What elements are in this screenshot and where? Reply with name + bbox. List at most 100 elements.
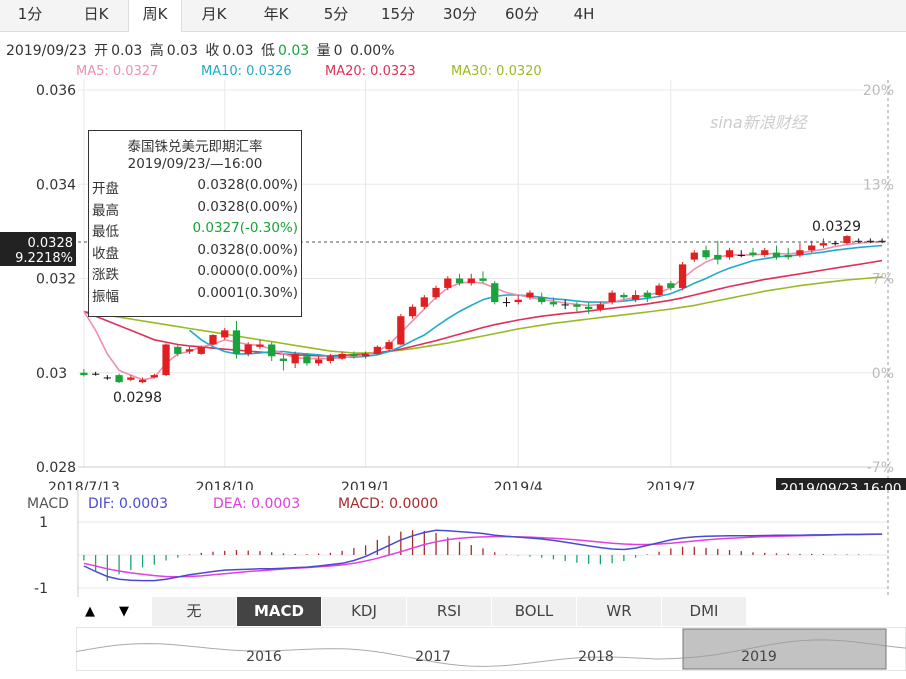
pct-tick-label: -7% <box>867 460 894 476</box>
scroll-down-button[interactable]: ▼ <box>119 604 129 619</box>
x-tick-label: 2019/7 <box>646 480 695 490</box>
tab-1[interactable]: 日K <box>83 5 109 23</box>
tooltip-key: 收盘 <box>92 245 119 262</box>
overview-navigator[interactable]: 2016 2017 2018 2019 <box>76 627 906 671</box>
cursor-time-box <box>776 478 906 490</box>
candle-body <box>526 292 534 298</box>
candle-body <box>725 250 734 258</box>
cursor-price-box <box>0 232 76 266</box>
min-annotation: 0.0298 <box>113 390 162 406</box>
x-tick-label: 2018/10 <box>196 480 254 490</box>
tab-6[interactable]: 15分 <box>380 5 416 23</box>
candle-body <box>397 316 405 345</box>
candle-body <box>479 278 487 281</box>
candle-body <box>185 349 194 352</box>
candle-body <box>831 243 839 245</box>
candle-body <box>667 283 675 288</box>
ma10-line <box>188 244 883 358</box>
candle-body <box>843 236 851 244</box>
tooltip-key: 振幅 <box>92 288 119 305</box>
candle-body <box>408 306 417 317</box>
y-tick-label: 0.032 <box>36 272 76 288</box>
indicator-bar: ▲ ▼ 无 MACD KDJ RSI BOLL WR DMI <box>76 597 906 627</box>
tab-7[interactable]: 30分 <box>442 5 478 23</box>
candle-body <box>197 346 205 354</box>
tooltip-value: 0.0327(-0.30%) <box>192 220 298 237</box>
sina-watermark-logo: sina新浪财经 <box>710 113 809 132</box>
overview-selection-window <box>682 628 887 670</box>
tooltip-row: 开盘 0.0328(0.00%) <box>89 177 301 199</box>
overview-year-label: 2017 <box>415 649 451 665</box>
tooltip-row: 最低 0.0327(-0.30%) <box>89 220 301 242</box>
info-close-label: 收 <box>205 43 220 59</box>
tooltip-row: 最高 0.0328(0.00%) <box>89 199 301 221</box>
overview-year-label: 2016 <box>246 649 282 665</box>
info-high: 0.03 <box>166 43 198 59</box>
candle-body <box>174 346 182 354</box>
candle-body <box>808 245 816 251</box>
tooltip-datetime: 2019/09/23/—16:00 <box>127 156 263 172</box>
tooltip-value: 0.0000(0.00%) <box>197 263 298 280</box>
candle-body <box>127 377 135 380</box>
macd-chart[interactable]: MACD DIF: 0.0003 DEA: 0.0003 MACD: 0.0000 1 -… <box>0 490 906 597</box>
indicator-button-无[interactable]: 无 <box>152 597 237 626</box>
candle-body <box>714 254 722 260</box>
candle-body <box>326 356 335 361</box>
tooltip-row: 涨跌 0.0000(0.00%) <box>89 263 301 285</box>
info-low: 0.03 <box>278 43 310 59</box>
tab-0[interactable]: 1分 <box>17 5 43 23</box>
cursor-pct: 9.2218% <box>15 251 73 266</box>
candle-body <box>315 359 323 364</box>
tooltip-row: 收盘 0.0328(0.00%) <box>89 242 301 264</box>
candle-body <box>538 297 546 303</box>
indicator-button-macd[interactable]: MACD <box>237 597 322 626</box>
indicator-button-rsi[interactable]: RSI <box>407 597 492 626</box>
indicator-button-kdj[interactable]: KDJ <box>322 597 407 626</box>
candle-body <box>549 302 558 305</box>
tab-3[interactable]: 月K <box>201 5 227 23</box>
candle-body <box>678 264 687 288</box>
tooltip-row: 振幅 0.0001(0.30%) <box>89 285 301 307</box>
candle-body <box>444 278 452 288</box>
candle-body <box>350 353 358 357</box>
tab-5[interactable]: 5分 <box>323 5 349 23</box>
candle-body <box>268 344 276 357</box>
candle-body <box>620 294 628 298</box>
candle-body <box>91 373 100 375</box>
candle-body <box>303 356 311 364</box>
candle-body <box>432 287 440 298</box>
info-open: 0.03 <box>111 43 143 59</box>
ma30-line <box>83 276 883 354</box>
tab-2[interactable]: 周K <box>128 0 182 32</box>
indicator-button-wr[interactable]: WR <box>577 597 662 626</box>
candle-body <box>244 344 252 354</box>
tooltip-value: 0.0328(0.00%) <box>197 241 298 258</box>
tooltip-key: 最低 <box>92 224 119 241</box>
tab-4[interactable]: 年K <box>263 5 289 23</box>
candle-body <box>573 304 581 307</box>
indicator-button-boll[interactable]: BOLL <box>492 597 577 626</box>
macd-dif: DIF: 0.0003 <box>88 496 168 512</box>
tooltip-title: 泰国铢兑美元即期汇率 <box>127 139 263 155</box>
candle-body <box>221 330 229 338</box>
candle-body <box>491 283 499 303</box>
candle-body <box>690 252 698 260</box>
candle-body <box>150 375 158 378</box>
tab-9[interactable]: 4H <box>573 5 595 23</box>
indicator-button-dmi[interactable]: DMI <box>662 597 747 626</box>
tooltip-value: 0.0328(0.00%) <box>197 177 298 193</box>
pct-tick-label: 13% <box>863 177 894 193</box>
tab-8[interactable]: 60分 <box>504 5 540 23</box>
pct-tick-label: 7% <box>872 272 894 288</box>
macd-tick: 1 <box>39 515 48 531</box>
macd-value: MACD: 0.0000 <box>338 496 438 512</box>
candle-body <box>596 304 605 310</box>
cursor-time: 2019/09/23 16:00 <box>780 481 901 490</box>
candle-body <box>361 353 370 357</box>
candle-body <box>784 254 792 258</box>
candle-body <box>702 250 710 258</box>
scroll-up-button[interactable]: ▲ <box>85 604 95 619</box>
pct-tick-label: 20% <box>863 83 894 99</box>
data-tooltip: 泰国铢兑美元即期汇率 2019/09/23/—16:00 开盘 0.0328(0.… <box>88 130 302 317</box>
y-tick-label: 0.03 <box>36 366 67 382</box>
